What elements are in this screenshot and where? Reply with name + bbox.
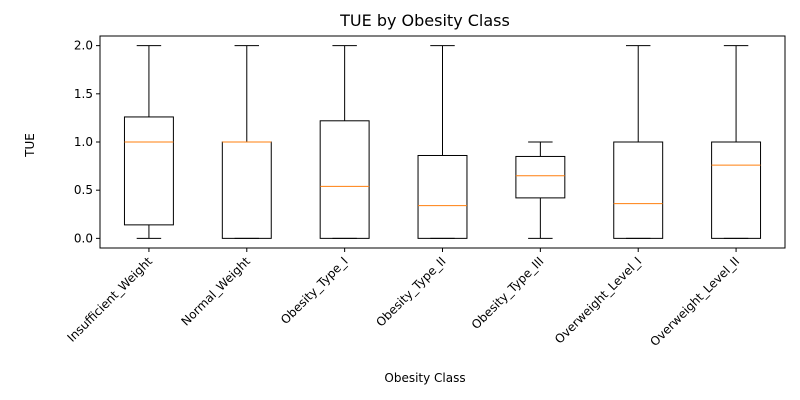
box [613,141,664,239]
x-tick-label: Overweight_Level_II [647,254,742,349]
x-axis-label: Obesity Class [384,371,465,385]
x-tick-label: Obesity_Type_III [469,254,547,332]
y-tick-label: 0.5 [74,183,93,197]
y-axis-label: TUE [23,133,37,158]
box [319,120,370,239]
box [123,116,174,226]
y-tick-label: 2.0 [74,39,93,53]
x-tick-label: Normal_Weight [178,254,253,329]
y-tick-label: 0.0 [74,231,93,245]
x-tick-label: Insufficient_Weight [65,254,156,345]
box [711,141,762,239]
chart-title: TUE by Obesity Class [339,11,510,30]
box [417,154,468,239]
plot-area: 0.0 0.5 1.0 1.5 2.0 Insufficient_Weight Normal… [65,35,786,349]
x-tick-label: Obesity_Type_I [278,254,351,327]
box [221,141,272,239]
y-tick-label: 1.5 [74,87,93,101]
box [515,155,566,199]
x-tick-label: Obesity_Type_II [373,254,448,329]
y-tick-label: 1.0 [74,135,93,149]
x-tick-label: Overweight_Level_I [552,254,644,346]
